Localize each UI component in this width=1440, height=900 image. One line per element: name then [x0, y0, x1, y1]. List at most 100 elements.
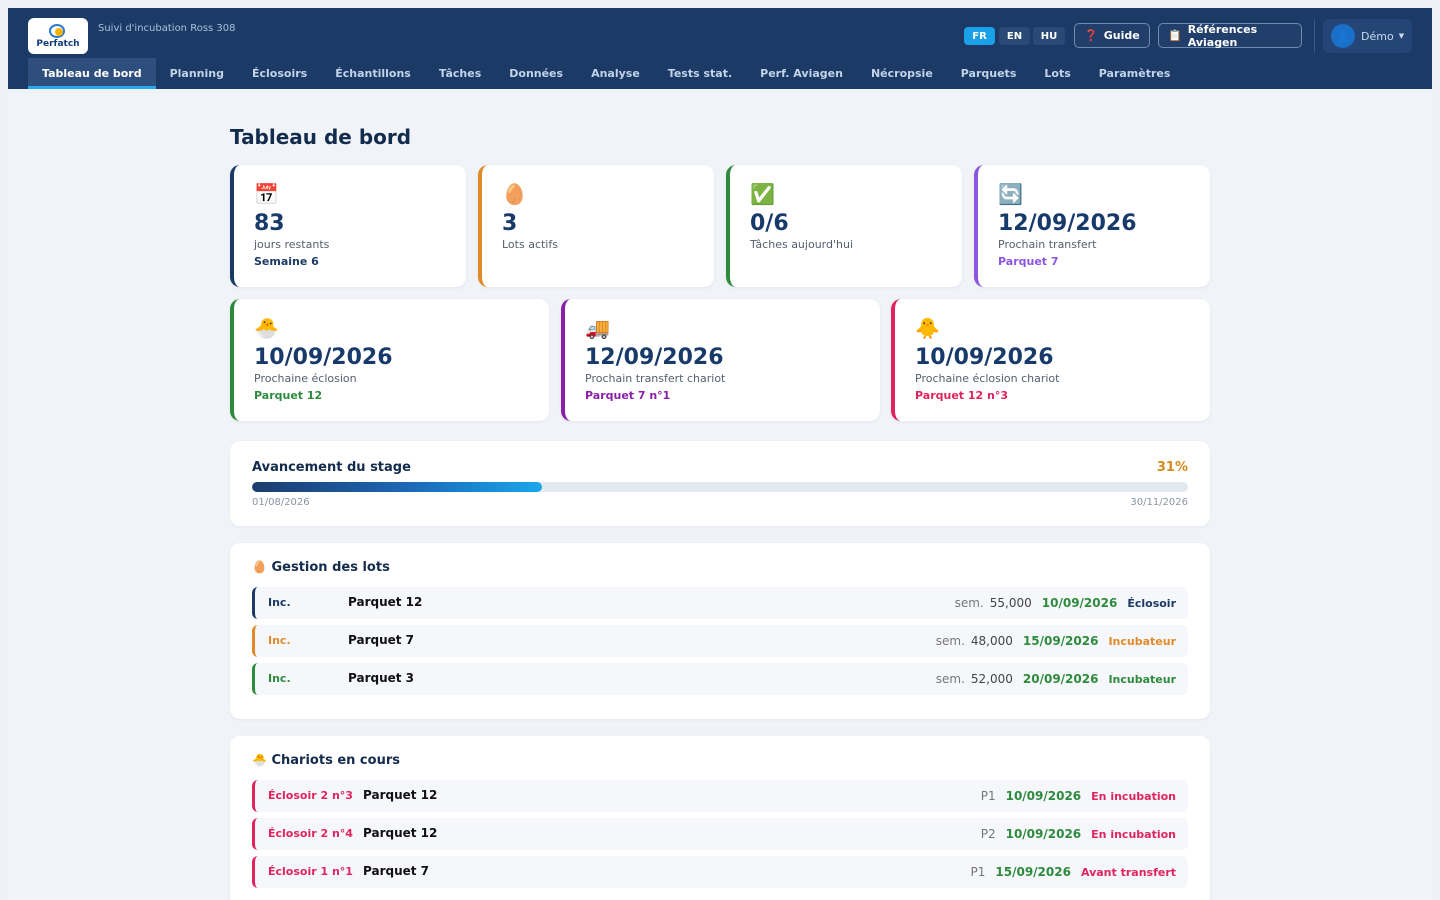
- chariot-row[interactable]: Éclosoir 2 n°4 Parquet 12 P2 10/09/2026 En i…: [252, 818, 1188, 850]
- stat-icon: 🚚: [585, 316, 610, 340]
- lot-date: 15/09/2026: [1022, 634, 1099, 648]
- stat-icon: 🥚: [502, 182, 527, 206]
- guide-button[interactable]: ❓ Guide: [1074, 23, 1150, 48]
- logo-mark-icon: [47, 23, 69, 40]
- chariots-title: 🐣 Chariots en cours: [252, 753, 400, 768]
- tab-donnees[interactable]: Données: [509, 67, 564, 80]
- stat-card[interactable]: 📅 83 jours restants Semaine 6: [230, 165, 466, 287]
- lot-details: sem. 55,000 10/09/2026 Éclosoir: [955, 587, 1176, 619]
- chick-hatching-icon: 🐣: [252, 753, 267, 767]
- stat-label: Prochaine éclosion chariot: [915, 372, 1060, 385]
- user-icon: 👤: [1331, 24, 1355, 48]
- stat-label: Prochain transfert: [998, 238, 1097, 251]
- stat-label: Lots actifs: [502, 238, 558, 251]
- tab-eclosoirs[interactable]: Éclosoirs: [252, 67, 308, 80]
- user-menu-button[interactable]: 👤 Démo ▼: [1323, 19, 1412, 53]
- chariot-status: En incubation: [1091, 827, 1176, 841]
- lot-date: 10/09/2026: [1041, 596, 1118, 610]
- lot-egg-count: 55,000: [989, 596, 1032, 610]
- tab-taches[interactable]: Tâches: [438, 67, 482, 80]
- tab-perf-aviagen[interactable]: Perf. Aviagen: [760, 67, 843, 80]
- tab-lots[interactable]: Lots: [1044, 67, 1071, 80]
- chariot-status: En incubation: [1091, 789, 1176, 803]
- progress-start-date: 01/08/2026: [252, 497, 310, 508]
- lot-row[interactable]: Inc. Parquet 3 sem. 52,000 20/09/2026 Incubat…: [252, 663, 1188, 695]
- lot-tag: Inc.: [268, 596, 291, 609]
- stat-value: 3: [502, 211, 518, 236]
- stat-icon: 🐣: [254, 316, 279, 340]
- chariot-status: Avant transfert: [1080, 865, 1176, 879]
- lots-panel: 🥚 Gestion des lots Inc. Parquet 12 sem. 55,…: [230, 543, 1210, 719]
- lang-en-button[interactable]: EN: [999, 27, 1030, 45]
- chariot-lot-name: Parquet 7: [363, 864, 430, 878]
- chariot-tag: Éclosoir 1 n°1: [268, 865, 353, 878]
- stat-value: 0/6: [750, 211, 789, 236]
- stat-icon: 🔄: [998, 182, 1023, 206]
- lang-hu-button[interactable]: HU: [1033, 27, 1065, 45]
- header-divider: [1314, 19, 1315, 53]
- chariot-row[interactable]: Éclosoir 1 n°1 Parquet 7 P1 15/09/2026 Avant…: [252, 856, 1188, 888]
- tab-planning[interactable]: Planning: [169, 67, 224, 80]
- chariot-details: P1 10/09/2026 En incubation: [981, 780, 1176, 812]
- page-title: Tableau de bord: [230, 125, 412, 149]
- lot-date: 20/09/2026: [1022, 672, 1099, 686]
- lots-title-text: Gestion des lots: [271, 560, 390, 575]
- app-logo[interactable]: Perfatch: [28, 18, 88, 54]
- tab-tests-stat[interactable]: Tests stat.: [667, 67, 733, 80]
- app-subtitle: Suivi d'incubation Ross 308: [98, 23, 236, 34]
- tab-tableau-de-bord[interactable]: Tableau de bord: [28, 58, 156, 89]
- stat-value: 12/09/2026: [998, 211, 1137, 236]
- lot-week-label: sem.: [935, 672, 965, 686]
- chariot-row[interactable]: Éclosoir 2 n°3 Parquet 12 P1 10/09/2026 En i…: [252, 780, 1188, 812]
- stat-card[interactable]: 🚚 12/09/2026 Prochain transfert chariot Par…: [561, 299, 880, 421]
- lots-title: 🥚 Gestion des lots: [252, 560, 390, 575]
- lot-row[interactable]: Inc. Parquet 12 sem. 55,000 10/09/2026 Écloso…: [252, 587, 1188, 619]
- stat-icon: ✅: [750, 182, 775, 206]
- stat-subtext: Parquet 12: [254, 389, 323, 402]
- stat-subtext: Parquet 7: [998, 255, 1059, 268]
- lot-name: Parquet 3: [348, 671, 415, 685]
- stat-value: 12/09/2026: [585, 345, 724, 370]
- aviagen-references-button[interactable]: 📋 Références Aviagen: [1158, 22, 1302, 49]
- main-nav: Tableau de bord Planning Éclosoirs Échantil…: [28, 58, 1184, 89]
- lot-name: Parquet 7: [348, 633, 415, 647]
- help-icon: ❓: [1084, 29, 1098, 42]
- stat-label: jours restants: [254, 238, 330, 251]
- stat-card[interactable]: 🐣 10/09/2026 Prochaine éclosion Parquet 12: [230, 299, 549, 421]
- lot-egg-count: 52,000: [970, 672, 1013, 686]
- stat-value: 10/09/2026: [915, 345, 1054, 370]
- progress-percent: 31%: [1156, 460, 1188, 475]
- chariot-tag: Éclosoir 2 n°3: [268, 789, 353, 802]
- chariots-title-text: Chariots en cours: [271, 753, 400, 768]
- lot-status: Incubateur: [1108, 672, 1176, 686]
- tab-necropsie[interactable]: Nécropsie: [870, 67, 933, 80]
- chariot-position: P1: [970, 865, 986, 879]
- top-header: Perfatch Suivi d'incubation Ross 308 FR …: [8, 8, 1432, 89]
- lot-row[interactable]: Inc. Parquet 7 sem. 48,000 15/09/2026 Incubat…: [252, 625, 1188, 657]
- progress-panel: Avancement du stage 31% 01/08/2026 30/11…: [230, 441, 1210, 526]
- guide-label: Guide: [1103, 29, 1140, 42]
- stat-value: 83: [254, 211, 285, 236]
- stat-subtext: Parquet 12 n°3: [915, 389, 1008, 402]
- stat-icon: 🐥: [915, 316, 940, 340]
- stat-card[interactable]: 🐥 10/09/2026 Prochaine éclosion chariot Par…: [891, 299, 1210, 421]
- clipboard-icon: 📋: [1168, 29, 1182, 42]
- lang-fr-button[interactable]: FR: [964, 27, 995, 45]
- chariot-lot-name: Parquet 12: [363, 788, 438, 802]
- progress-end-date: 30/11/2026: [1130, 497, 1188, 508]
- tab-echantillons[interactable]: Échantillons: [335, 67, 411, 80]
- stat-card[interactable]: ✅ 0/6 Tâches aujourd'hui: [726, 165, 962, 287]
- tab-analyse[interactable]: Analyse: [591, 67, 640, 80]
- lot-week-label: sem.: [954, 596, 984, 610]
- stat-icon: 📅: [254, 182, 279, 206]
- logo-text: Perfatch: [36, 38, 80, 49]
- lot-egg-count: 48,000: [970, 634, 1013, 648]
- lot-name: Parquet 12: [348, 595, 423, 609]
- refs-label: Références Aviagen: [1187, 22, 1258, 49]
- progress-title: Avancement du stage: [252, 460, 411, 475]
- tab-parametres[interactable]: Paramètres: [1098, 67, 1171, 80]
- tab-parquets[interactable]: Parquets: [960, 67, 1017, 80]
- stat-card[interactable]: 🥚 3 Lots actifs: [478, 165, 714, 287]
- stat-card[interactable]: 🔄 12/09/2026 Prochain transfert Parquet 7: [974, 165, 1210, 287]
- lot-details: sem. 52,000 20/09/2026 Incubateur: [936, 663, 1176, 695]
